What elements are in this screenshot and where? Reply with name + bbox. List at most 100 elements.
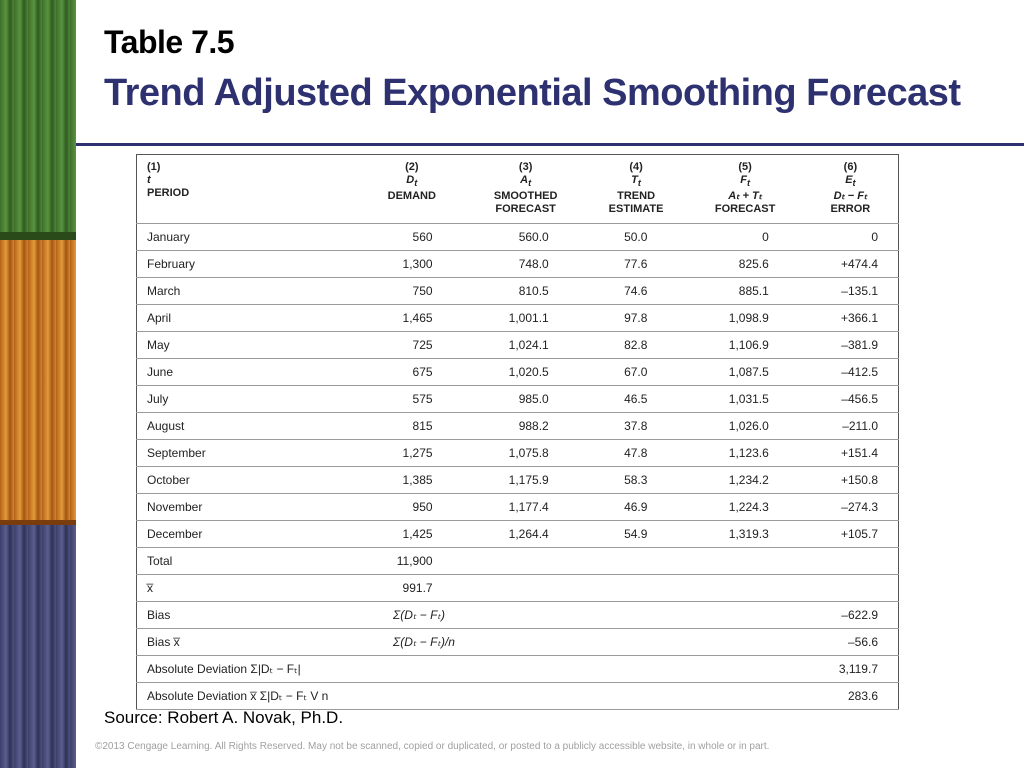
bias-mean-formula: Σ(Dₜ − Fₜ)/n — [393, 635, 455, 649]
demand-cell: 1,465 — [357, 304, 467, 332]
header-label: TREND — [617, 190, 656, 203]
bias-formula: Σ(Dₜ − Fₜ) — [393, 608, 445, 622]
demand-cell: 1,300 — [357, 250, 467, 278]
container-rail — [0, 232, 76, 242]
table-summary: Total 11,900 x̅ 991.7 Bias Σ(Dₜ − Fₜ) –6… — [136, 547, 899, 710]
table-body: January 560 560.0 50.0 0 0 February 1,300 748.0 7… — [136, 223, 899, 548]
period-cell: May — [136, 331, 357, 359]
row-label: Absolute Deviation Σ|Dₜ − Fₜ| — [136, 655, 803, 683]
forecast-cell: 1,098.9 — [687, 304, 803, 332]
container-rail — [0, 520, 76, 528]
table-row: February 1,300 748.0 77.6 825.6 +474.4 — [136, 250, 899, 278]
header-subscript: t — [637, 178, 641, 189]
header-subscript: t — [414, 178, 418, 189]
forecast-table: (1) t PERIOD (2) Dt DEMAND (3) At SMOOTH… — [136, 154, 899, 710]
smoothed-forecast-cell: 1,075.8 — [466, 439, 585, 467]
header-forecast: (5) Ft Aₜ + Tₜ FORECAST — [687, 154, 803, 224]
smoothed-forecast-cell: 1,024.1 — [466, 331, 585, 359]
forecast-cell: 1,319.3 — [687, 520, 803, 548]
error-cell: +151.4 — [802, 439, 899, 467]
error-cell: –211.0 — [802, 412, 899, 440]
table-row-total: Total 11,900 — [136, 547, 899, 575]
header-symbol: F — [740, 174, 747, 186]
period-cell: November — [136, 493, 357, 521]
forecast-cell: 885.1 — [687, 277, 803, 305]
copyright-notice: ©2013 Cengage Learning. All Rights Reser… — [95, 741, 770, 752]
table-row: September 1,275 1,075.8 47.8 1,123.6 +151.4 — [136, 439, 899, 467]
header-label: FORECAST — [714, 203, 776, 216]
demand-cell: 575 — [357, 385, 467, 413]
header-label: DEMAND — [387, 190, 436, 203]
forecast-cell: 1,031.5 — [687, 385, 803, 413]
smoothed-forecast-cell: 748.0 — [466, 250, 585, 278]
table-row: May 725 1,024.1 82.8 1,106.9 –381.9 — [136, 331, 899, 359]
header-num: (6) — [843, 161, 858, 173]
header-formula: Dₜ − Fₜ — [833, 190, 868, 203]
row-label: Absolute Deviation x̅ Σ|Dₜ − Fₜ V n — [136, 682, 803, 710]
header-symbol: A — [520, 174, 529, 186]
forecast-cell: 1,087.5 — [687, 358, 803, 386]
table-row-bias-mean: Bias x̅ Σ(Dₜ − Fₜ)/n –56.6 — [136, 628, 899, 656]
slide-title: Table 7.5 — [104, 24, 235, 60]
total-value: 11,900 — [357, 547, 467, 575]
demand-cell: 675 — [357, 358, 467, 386]
demand-cell: 950 — [357, 493, 467, 521]
trend-estimate-cell: 82.8 — [584, 331, 688, 359]
row-label: Bias — [136, 601, 357, 629]
period-cell: September — [136, 439, 357, 467]
demand-cell: 1,425 — [357, 520, 467, 548]
demand-cell: 1,275 — [357, 439, 467, 467]
row-label: x̅ — [136, 574, 357, 602]
table-row: April 1,465 1,001.1 97.8 1,098.9 +366.1 — [136, 304, 899, 332]
table-row: December 1,425 1,264.4 54.9 1,319.3 +105.7 — [136, 520, 899, 548]
orange-container-band — [0, 240, 76, 525]
error-cell: –274.3 — [802, 493, 899, 521]
table-row: October 1,385 1,175.9 58.3 1,234.2 +150.8 — [136, 466, 899, 494]
header-label: PERIOD — [147, 187, 190, 199]
demand-cell: 1,385 — [357, 466, 467, 494]
header-error: (6) Et Dₜ − Fₜ ERROR — [802, 154, 899, 224]
table-row: January 560 560.0 50.0 0 0 — [136, 223, 899, 251]
period-cell: August — [136, 412, 357, 440]
table-row-mean: x̅ 991.7 — [136, 574, 899, 602]
header-num: (4) — [629, 161, 643, 173]
forecast-cell: 1,224.3 — [687, 493, 803, 521]
trend-estimate-cell: 58.3 — [584, 466, 688, 494]
smoothed-forecast-cell: 560.0 — [466, 223, 585, 251]
forecast-table-container: (1) t PERIOD (2) Dt DEMAND (3) At SMOOTH… — [136, 154, 899, 710]
demand-cell: 725 — [357, 331, 467, 359]
forecast-cell: 1,234.2 — [687, 466, 803, 494]
header-symbol: E — [845, 174, 853, 186]
error-cell: +150.8 — [802, 466, 899, 494]
trend-estimate-cell: 46.9 — [584, 493, 688, 521]
demand-cell: 750 — [357, 277, 467, 305]
table-header-row: (1) t PERIOD (2) Dt DEMAND (3) At SMOOTH… — [136, 154, 899, 224]
header-period: (1) t PERIOD — [136, 154, 357, 224]
trend-estimate-cell: 50.0 — [584, 223, 688, 251]
header-num: (3) — [518, 161, 533, 173]
error-cell: –412.5 — [802, 358, 899, 386]
trend-estimate-cell: 97.8 — [584, 304, 688, 332]
header-num: (2) — [405, 161, 419, 173]
smoothed-forecast-cell: 1,175.9 — [466, 466, 585, 494]
header-label: ESTIMATE — [608, 203, 664, 216]
row-label: Total — [136, 547, 357, 575]
header-num: (5) — [738, 161, 752, 173]
trend-estimate-cell: 37.8 — [584, 412, 688, 440]
forecast-cell: 825.6 — [687, 250, 803, 278]
error-cell: +105.7 — [802, 520, 899, 548]
smoothed-forecast-cell: 1,001.1 — [466, 304, 585, 332]
bias-value: –622.9 — [802, 601, 899, 629]
smoothed-forecast-cell: 1,264.4 — [466, 520, 585, 548]
forecast-cell: 1,106.9 — [687, 331, 803, 359]
title-divider — [76, 143, 1024, 146]
trend-estimate-cell: 54.9 — [584, 520, 688, 548]
period-cell: February — [136, 250, 357, 278]
smoothed-forecast-cell: 1,020.5 — [466, 358, 585, 386]
row-label: Bias x̅ — [136, 628, 357, 656]
slide-subtitle: Trend Adjusted Exponential Smoothing For… — [104, 72, 961, 114]
trend-estimate-cell: 74.6 — [584, 277, 688, 305]
error-cell: +474.4 — [802, 250, 899, 278]
green-container-band — [0, 0, 76, 240]
trend-estimate-cell: 77.6 — [584, 250, 688, 278]
